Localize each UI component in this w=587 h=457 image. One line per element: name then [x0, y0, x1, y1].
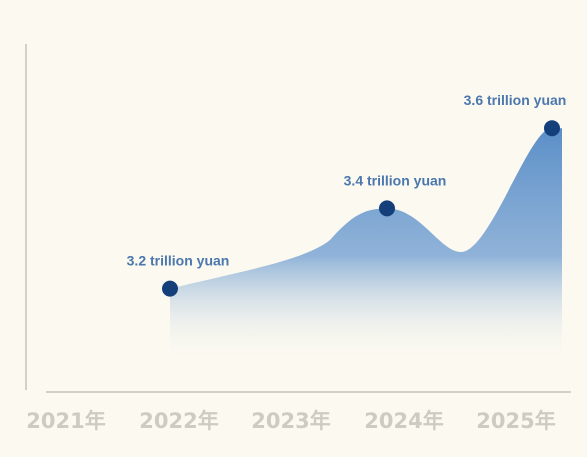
- series-area: [170, 128, 562, 360]
- x-tick-label: 2024年: [364, 409, 443, 433]
- data-point-marker: [544, 120, 560, 137]
- data-point-marker: [379, 200, 395, 217]
- x-tick-label: 2022年: [139, 409, 218, 433]
- x-tick-label: 2021年: [26, 409, 105, 433]
- x-tick-label: 2025年: [476, 409, 555, 433]
- x-tick-labels: 2021年 2022年 2023年 2024年 2025年: [26, 409, 555, 433]
- data-markers: [162, 120, 560, 297]
- data-label: 3.4 trillion yuan: [344, 172, 447, 188]
- data-labels: 3.2 trillion yuan 3.4 trillion yuan 3.6 tr…: [127, 92, 567, 268]
- data-label: 3.2 trillion yuan: [127, 253, 230, 269]
- x-tick-label: 2023年: [251, 409, 330, 433]
- data-label: 3.6 trillion yuan: [464, 92, 567, 108]
- data-point-marker: [162, 280, 178, 297]
